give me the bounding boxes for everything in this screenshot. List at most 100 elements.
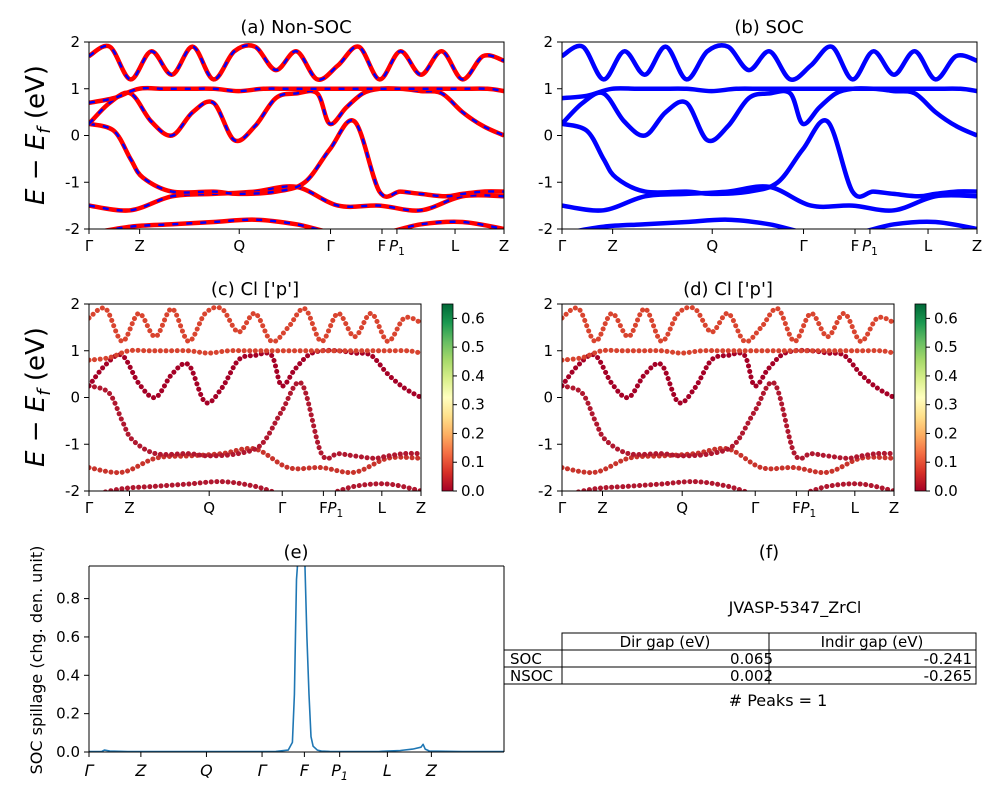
- x-tick-label: Q: [200, 761, 213, 780]
- svg-text:E − Ef (eV): E − Ef (eV): [21, 65, 55, 205]
- panel-c-frame: [88, 303, 422, 492]
- colorbar-tick-label: 0.1: [461, 453, 485, 471]
- y-tick-label: -1: [538, 435, 553, 453]
- x-tick-label: Z: [597, 499, 607, 517]
- col-header-dir-gap: Dir gap (eV): [620, 633, 711, 651]
- projected-band-1: [562, 379, 894, 462]
- band-overlay-5: [107, 218, 504, 229]
- x-tick-label: F: [851, 237, 860, 255]
- x-tick-label: Z: [124, 499, 134, 517]
- panel-a-title: (a) Non-SOC: [240, 17, 351, 38]
- x-tick-label: Γ: [85, 761, 95, 780]
- x-tick-label: Γ: [85, 237, 94, 255]
- panel-e-spillage: (e) SOC spillage (chg. den. unit) 0.0 0.2…: [27, 542, 505, 783]
- band-overlay-2: [89, 87, 504, 143]
- col-header-indir-gap: Indir gap (eV): [821, 633, 924, 651]
- band-line-5: [574, 217, 977, 229]
- y-tick-label: 1: [543, 80, 553, 98]
- panel-e-ylabel: SOC spillage (chg. den. unit): [27, 546, 46, 775]
- colorbar-tick-label: 0.3: [934, 396, 958, 414]
- projected-band-0: [89, 445, 421, 476]
- row-label-nsoc: NSOC: [510, 667, 553, 685]
- projected-band-2: [89, 347, 421, 406]
- colorbar-tick-label: 0.5: [934, 338, 958, 356]
- x-tick-label: L: [451, 237, 460, 255]
- band-overlay-1: [89, 119, 504, 198]
- projected-band-5: [571, 479, 894, 491]
- projected-band-0: [562, 445, 894, 476]
- x-tick-label: Γ: [558, 499, 567, 517]
- colorbar-tick-label: 0.2: [461, 424, 485, 442]
- x-tick-label: Z: [972, 237, 982, 255]
- x-tick-label: Z: [425, 761, 438, 780]
- x-tick-label: Γ: [751, 499, 760, 517]
- y-tick-label: -1: [65, 435, 80, 453]
- projected-band-3: [562, 347, 894, 363]
- colorbar-tick-label: 0.1: [934, 453, 958, 471]
- band-line-1: [89, 118, 504, 199]
- x-tick-label: Q: [203, 499, 215, 517]
- y-tick-label: 1: [543, 342, 553, 360]
- panel-c-cl-p: (c) Cl ['p'] E − Ef (eV) -2 -1 0 1 2 Γ Z Q Γ F P1…: [21, 279, 485, 520]
- cell-soc-indir-gap: -0.241: [924, 650, 972, 668]
- y-tick-label: -2: [65, 220, 80, 238]
- colorbar-tick-label: 0.3: [461, 396, 485, 414]
- colorbar-tick-label: 0.6: [934, 309, 958, 327]
- panel-a-non-soc: (a) Non-SOC E − Ef (eV) -2 -1 0 1 2 Γ Z Q Γ F P1 L…: [21, 17, 509, 258]
- colorbar-tick-label: 0.0: [934, 482, 958, 500]
- panel-d-title: (d) Cl ['p']: [683, 279, 773, 300]
- gap-table: Dir gap (eV) Indir gap (eV) SOC 0.065 -0…: [503, 632, 977, 685]
- panel-a-ylabel: E − Ef (eV): [21, 65, 55, 205]
- x-tick-label: Z: [416, 499, 426, 517]
- panel-c-colorbar: 0.0 0.1 0.2 0.3 0.4 0.5 0.6: [441, 303, 485, 500]
- y-tick-label: 0.0: [56, 743, 80, 761]
- panel-b-frame: [561, 41, 978, 230]
- band-line-3: [562, 86, 977, 101]
- band-line-2: [562, 86, 977, 144]
- band-line-0: [562, 184, 977, 213]
- band-line-2: [89, 86, 504, 144]
- band-overlay-4: [89, 44, 504, 81]
- x-tick-label: Z: [134, 761, 147, 780]
- band-line-1: [562, 118, 977, 199]
- y-tick-label: -2: [65, 482, 80, 500]
- colorbar-tick-label: 0.5: [461, 338, 485, 356]
- y-tick-label: 0: [543, 127, 553, 145]
- x-tick-label: P1: [327, 499, 343, 520]
- svg-text:E − Ef (eV): E − Ef (eV): [21, 327, 55, 467]
- x-tick-label: P1: [389, 237, 405, 258]
- band-line-5: [101, 217, 504, 229]
- x-tick-label: P1: [331, 761, 348, 783]
- colorbar-tick-label: 0.4: [934, 367, 958, 385]
- y-tick-label: -1: [538, 173, 553, 191]
- colorbar-gradient: [914, 303, 927, 492]
- x-tick-label: L: [383, 761, 392, 780]
- y-tick-label: 1: [70, 342, 80, 360]
- projected-band-3: [89, 347, 421, 363]
- x-tick-label: Γ: [799, 237, 808, 255]
- x-tick-label: Q: [233, 237, 245, 255]
- panel-f-title: (f): [759, 542, 779, 563]
- panel-d-colorbar: 0.0 0.1 0.2 0.3 0.4 0.5 0.6: [914, 303, 958, 500]
- x-tick-label: Γ: [85, 499, 94, 517]
- x-tick-label: P1: [800, 499, 816, 520]
- x-tick-label: F: [792, 499, 801, 517]
- panel-e-title: (e): [283, 542, 308, 563]
- y-tick-label: -1: [65, 173, 80, 191]
- x-tick-label: Γ: [558, 237, 567, 255]
- band-line-4: [562, 43, 977, 82]
- band-line-0: [89, 184, 504, 213]
- panel-a-frame: [88, 41, 505, 230]
- x-tick-label: L: [924, 237, 933, 255]
- y-tick-label: 0.6: [56, 628, 80, 646]
- y-tick-label: 1: [70, 80, 80, 98]
- x-tick-label: Γ: [258, 761, 268, 780]
- row-label-soc: SOC: [510, 650, 542, 668]
- y-tick-label: 0: [70, 127, 80, 145]
- y-tick-label: -2: [538, 482, 553, 500]
- projected-band-2: [562, 347, 894, 406]
- projected-band-4: [562, 304, 894, 345]
- cell-nsoc-dir-gap: 0.002: [730, 667, 773, 685]
- panel-d-cl-p: (d) Cl ['p'] -2 -1 0 1 2 Γ Z Q Γ F P1 L Z 0.0 0.1 0.2…: [538, 279, 958, 520]
- projected-band-1: [89, 379, 421, 462]
